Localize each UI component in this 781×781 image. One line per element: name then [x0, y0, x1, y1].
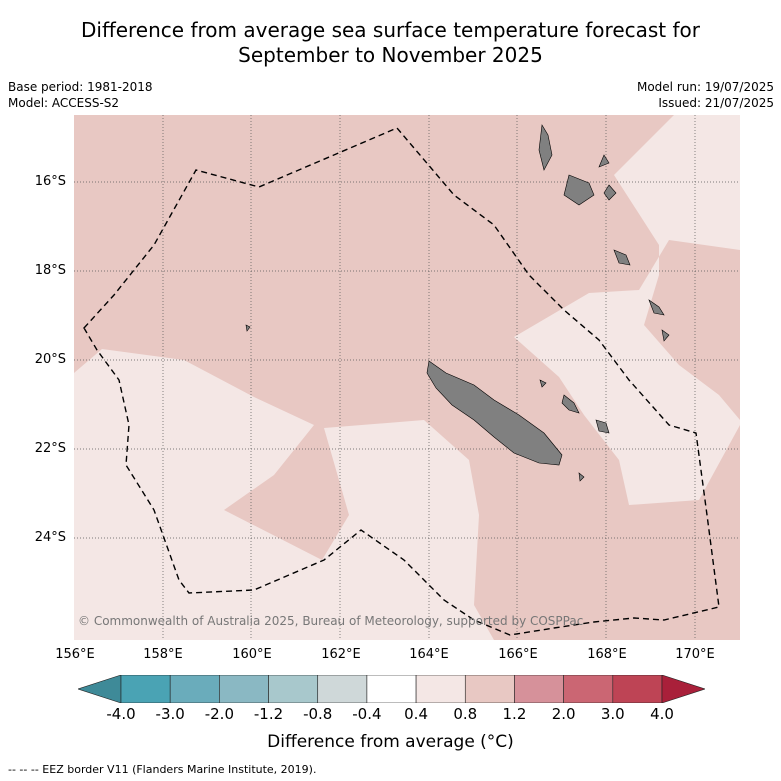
issued-date: Issued: 21/07/2025: [658, 96, 774, 110]
ytick-18s: 18°S: [34, 263, 66, 278]
colorbar-swatch: [317, 675, 368, 703]
run-info: Model run: 19/07/2025 Issued: 21/07/2025: [637, 79, 774, 111]
cb-label-p4-0: 4.0: [650, 705, 674, 723]
xtick-160e: 160°E: [232, 647, 272, 662]
xtick-158e: 158°E: [143, 647, 183, 662]
colorbar: [78, 675, 705, 703]
loyalty-ouvea: [539, 379, 547, 388]
anomaly-region-0-4-to-0-8-east: [514, 115, 740, 505]
cb-label-m2-0: -2.0: [204, 705, 234, 723]
chart-title: Difference from average sea surface temp…: [0, 18, 781, 68]
lon-grid: [162, 115, 696, 640]
cb-label-m3-0: -3.0: [155, 705, 185, 723]
fiji-minor: [648, 299, 665, 316]
loyalty-mare: [595, 419, 610, 434]
anomaly-region-0-4-to-0-8-west: [74, 349, 494, 640]
colorbar-extend-low: [78, 675, 122, 703]
xtick-162e: 162°E: [321, 647, 361, 662]
land-masses: [245, 124, 670, 482]
xtick-168e: 168°E: [587, 647, 627, 662]
loyalty-lifou: [561, 394, 580, 414]
cb-label-p0-8: 0.8: [453, 705, 478, 723]
hunter-island: [661, 329, 670, 342]
base-period: Base period: 1981-2018: [8, 80, 153, 94]
eez-legend-note: -- -- -- EEZ border V11 (Flanders Marine…: [8, 763, 317, 776]
vanuatu-erromango: [613, 249, 631, 266]
colorbar-extend-high: [661, 675, 705, 703]
title-line-2: September to November 2025: [238, 43, 543, 67]
xtick-164e: 164°E: [409, 647, 449, 662]
chesterfield-islet: [245, 324, 251, 332]
ytick-16s: 16°S: [34, 174, 66, 189]
colorbar-swatch: [268, 675, 319, 703]
cb-label-m1-2: -1.2: [253, 705, 284, 723]
eez-border: [83, 127, 720, 636]
cb-label-m4-0: -4.0: [106, 705, 136, 723]
colorbar-swatch: [514, 675, 564, 703]
xtick-156e: 156°E: [55, 647, 95, 662]
colorbar-swatch: [415, 675, 466, 703]
ytick-22s: 22°S: [34, 441, 66, 456]
xtick-170e: 170°E: [675, 647, 715, 662]
colorbar-swatch: [464, 675, 515, 703]
colorbar-title: Difference from average (°C): [267, 732, 514, 752]
colorbar-swatch: [563, 675, 614, 703]
cb-label-p3-0: 3.0: [600, 705, 625, 723]
cb-label-p1-2: 1.2: [502, 705, 527, 723]
ytick-24s: 24°S: [34, 530, 66, 545]
colorbar-swatch: [120, 675, 171, 703]
lat-grid: [74, 181, 740, 539]
sst-anomaly-map: © Commonwealth of Australia 2025, Bureau…: [74, 115, 740, 640]
colorbar-swatch: [612, 675, 663, 703]
ytick-20s: 20°S: [34, 352, 66, 367]
cb-label-m0-8: -0.8: [303, 705, 333, 723]
cb-label-p0-4: 0.4: [404, 705, 428, 723]
cb-label-m0-4: -0.4: [352, 705, 382, 723]
vanuatu-north: [538, 124, 553, 171]
colorbar-swatch: [366, 675, 417, 703]
colorbar-swatch: [219, 675, 269, 703]
copyright-text: © Commonwealth of Australia 2025, Bureau…: [78, 614, 583, 628]
model-run: Model run: 19/07/2025: [636, 80, 774, 94]
model-info: Base period: 1981-2018 Model: ACCESS-S2: [8, 79, 153, 111]
vanuatu-efate: [603, 184, 617, 201]
cb-label-p2-0: 2.0: [551, 705, 576, 723]
title-line-1: Difference from average sea surface temp…: [80, 18, 700, 42]
vanuatu-malekula: [598, 154, 610, 168]
model-name: Model: ACCESS-S2: [8, 96, 120, 110]
new-caledonia: [426, 360, 563, 466]
vanuatu-espiritu: [563, 174, 595, 206]
xtick-166e: 166°E: [498, 647, 538, 662]
isle-of-pines: [578, 472, 585, 482]
colorbar-swatch: [169, 675, 220, 703]
